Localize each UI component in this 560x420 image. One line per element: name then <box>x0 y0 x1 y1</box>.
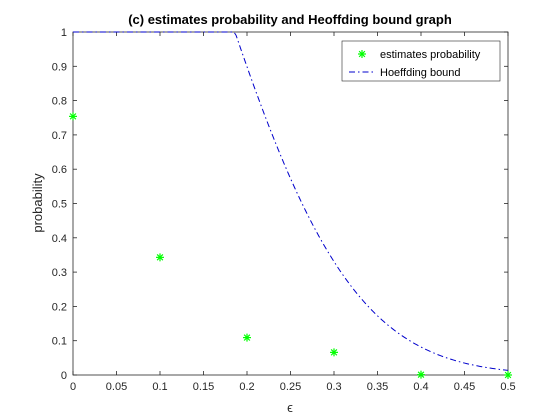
x-axis-label: ϵ <box>287 400 293 415</box>
x-tick-label: 0.1 <box>152 381 167 393</box>
y-tick-label: 0.4 <box>52 233 67 245</box>
y-tick-label: 0.1 <box>52 336 67 348</box>
x-tick-label: 0.05 <box>106 381 127 393</box>
legend-label-hoeffding: Hoeffding bound <box>380 67 461 79</box>
y-tick-label: 0.8 <box>52 96 67 108</box>
legend-box <box>341 40 501 82</box>
x-tick-label: 0.15 <box>193 381 214 393</box>
legend-marker-estimates <box>358 50 366 58</box>
y-tick-label: 0.2 <box>52 301 67 313</box>
y-tick-label: 0.6 <box>52 164 67 176</box>
estimate-point <box>417 370 425 379</box>
x-tick-label: 0.5 <box>500 381 515 393</box>
x-tick-label: 0 <box>70 381 76 393</box>
legend-label-estimates: estimates probability <box>380 49 481 61</box>
x-tick-label: 0.2 <box>239 381 254 393</box>
x-tick-label: 0.45 <box>454 381 475 393</box>
plot-area <box>72 31 509 376</box>
x-axis: 0 0.05 0.1 0.15 0.2 0.25 0.3 0.35 0.4 0.45 0.5 <box>70 32 516 393</box>
y-tick-label: 0.9 <box>52 61 67 73</box>
hoeffding-bound-line <box>73 31 509 371</box>
y-tick-label: 0 <box>61 370 67 382</box>
y-axis-label: probability <box>30 173 45 233</box>
legend: estimates probability Hoeffding bound <box>341 40 501 82</box>
y-tick-label: 0.5 <box>52 199 67 211</box>
y-tick-label: 1 <box>61 27 67 39</box>
y-tick-label: 0.3 <box>52 267 67 279</box>
estimate-point <box>330 348 338 357</box>
x-tick-label: 0.3 <box>326 381 341 393</box>
estimate-point <box>504 371 512 379</box>
x-tick-label: 0.4 <box>413 381 428 393</box>
y-tick-label: 0.7 <box>52 130 67 142</box>
estimate-point <box>243 333 251 342</box>
legend-asterisk <box>358 50 366 58</box>
estimate-point <box>69 112 77 121</box>
y-axis: 0 0.1 0.2 0.3 0.4 0.5 0.6 0.7 0.8 0.9 1 <box>52 27 508 382</box>
x-tick-label: 0.25 <box>280 381 301 393</box>
estimate-point <box>156 253 164 262</box>
x-tick-label: 0.35 <box>367 381 388 393</box>
estimates-probability-markers <box>69 112 512 379</box>
chart-title: (c) estimates probability and Heoffding … <box>128 12 452 27</box>
